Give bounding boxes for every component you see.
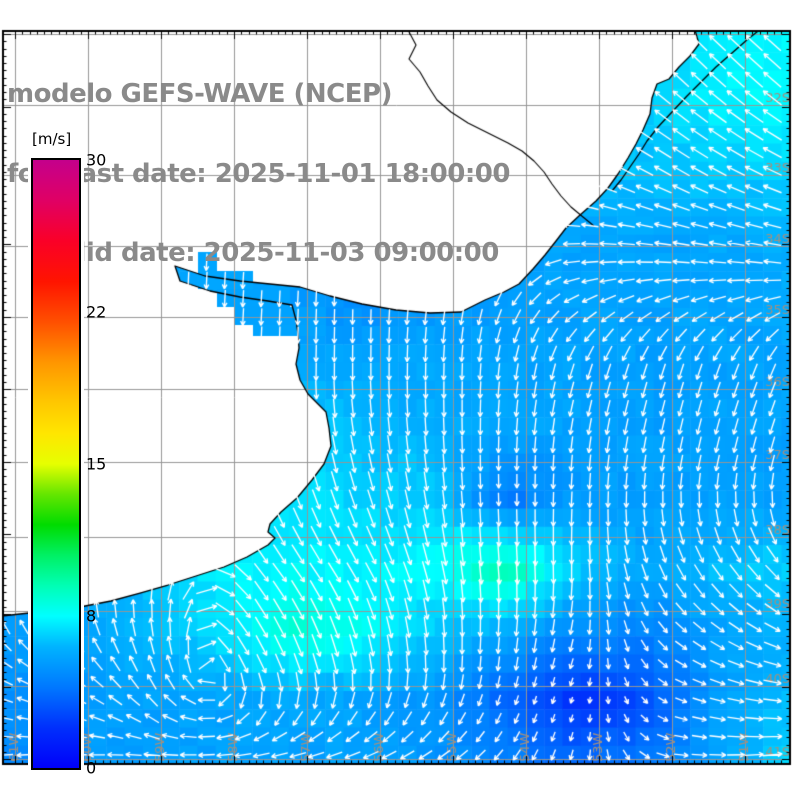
- colorbar-unit-label: [m/s]: [32, 130, 72, 148]
- colorbar-tick: 30: [86, 150, 107, 170]
- colorbar-tick: 22: [86, 302, 107, 322]
- colorbar-gradient: [31, 158, 81, 770]
- colorbar-tick: 15: [86, 454, 107, 474]
- colorbar-tick: 0: [86, 758, 97, 778]
- colorbar: [m/s] 30 22 15 8 0: [28, 130, 128, 782]
- model-title: modelo GEFS-WAVE (NCEP): [7, 79, 392, 109]
- colorbar-tick: 8: [86, 606, 97, 626]
- colorbar-ticks: 30 22 15 8 0: [86, 151, 126, 778]
